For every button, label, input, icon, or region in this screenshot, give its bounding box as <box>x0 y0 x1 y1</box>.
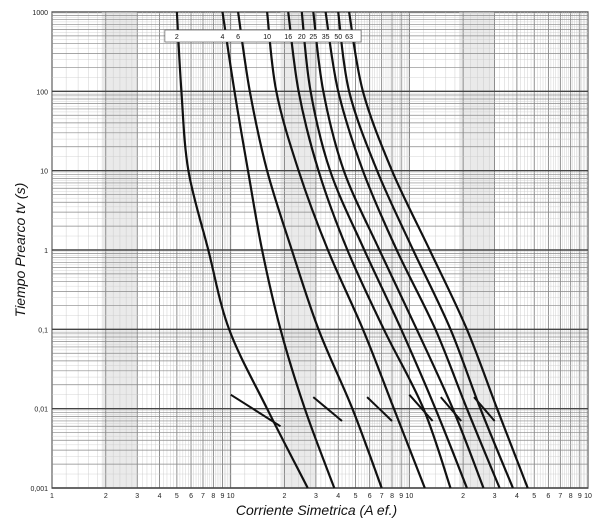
x-tick-label: 4 <box>515 493 519 500</box>
legend-label-10: 10 <box>263 34 271 41</box>
y-tick-label: 0,1 <box>38 327 48 334</box>
melting-segment <box>366 396 393 422</box>
x-tick-label: 3 <box>493 493 497 500</box>
legend-label-35: 35 <box>322 34 330 41</box>
legend-label-50: 50 <box>334 34 342 41</box>
y-tick-label: 10 <box>40 169 48 176</box>
y-tick-label: 0,001 <box>30 486 48 493</box>
x-tick-label: 9 <box>221 493 225 500</box>
x-tick-label: 8 <box>390 493 394 500</box>
curve-2 <box>175 11 309 489</box>
x-tick-label: 7 <box>380 493 384 500</box>
legend-box <box>164 29 362 43</box>
x-tick-label: 8 <box>569 493 573 500</box>
y-tick-label: 100 <box>36 89 48 96</box>
legend-label-2: 2 <box>175 34 179 41</box>
legend-label-63: 63 <box>345 34 353 41</box>
legend-label-16: 16 <box>284 34 292 41</box>
y-axis-title: Tiempo Prearco tv (s) <box>12 182 28 318</box>
x-tick-label: 2 <box>461 493 465 500</box>
curve-20 <box>300 11 468 489</box>
legend-label-20: 20 <box>298 34 306 41</box>
curve-4 <box>221 11 336 489</box>
curve-25 <box>312 11 485 489</box>
x-axis-title: Corriente Simetrica (A ef.) <box>235 502 398 518</box>
x-tick-label: 8 <box>211 493 215 500</box>
melting-segment <box>312 396 343 422</box>
melting-segment <box>440 396 462 422</box>
x-tick-label: 1 <box>50 493 54 500</box>
x-tick-label: 10 <box>227 493 235 500</box>
x-tick-label: 7 <box>558 493 562 500</box>
x-tick-label: 9 <box>399 493 403 500</box>
x-tick-label: 5 <box>175 493 179 500</box>
x-tick-label: 6 <box>189 493 193 500</box>
x-tick-label: 3 <box>314 493 318 500</box>
y-tick-label: 1000 <box>32 10 48 17</box>
melting-segment <box>473 396 496 422</box>
x-tick-label: 6 <box>546 493 550 500</box>
curve-6 <box>237 11 383 489</box>
x-tick-label: 7 <box>201 493 205 500</box>
legend-label-25: 25 <box>309 34 317 41</box>
x-tick-label: 9 <box>578 493 582 500</box>
melting-segment <box>408 394 434 422</box>
curve-50 <box>337 11 514 489</box>
x-tick-label: 3 <box>135 493 139 500</box>
x-tick-label: 10 <box>405 493 413 500</box>
x-tick-label: 2 <box>104 493 108 500</box>
x-tick-label: 5 <box>532 493 536 500</box>
y-axis-title-container: Tiempo Prearco tv (s) <box>2 0 38 500</box>
y-tick-label: 1 <box>44 248 48 255</box>
x-tick-label: 5 <box>354 493 358 500</box>
legend-label-6: 6 <box>236 34 240 41</box>
x-tick-label: 4 <box>158 493 162 500</box>
x-axis-title-container: Corriente Simetrica (A ef.) <box>0 502 593 518</box>
x-tick-label: 2 <box>282 493 286 500</box>
curve-10 <box>266 11 426 489</box>
x-tick-label: 10 <box>584 493 592 500</box>
curve-35 <box>324 11 501 489</box>
curve-16 <box>287 11 452 489</box>
x-tick-label: 6 <box>368 493 372 500</box>
x-tick-label: 4 <box>336 493 340 500</box>
curve-63 <box>348 11 529 489</box>
melting-segment <box>230 393 282 428</box>
y-tick-label: 0,01 <box>34 407 48 414</box>
legend-label-4: 4 <box>221 34 225 41</box>
